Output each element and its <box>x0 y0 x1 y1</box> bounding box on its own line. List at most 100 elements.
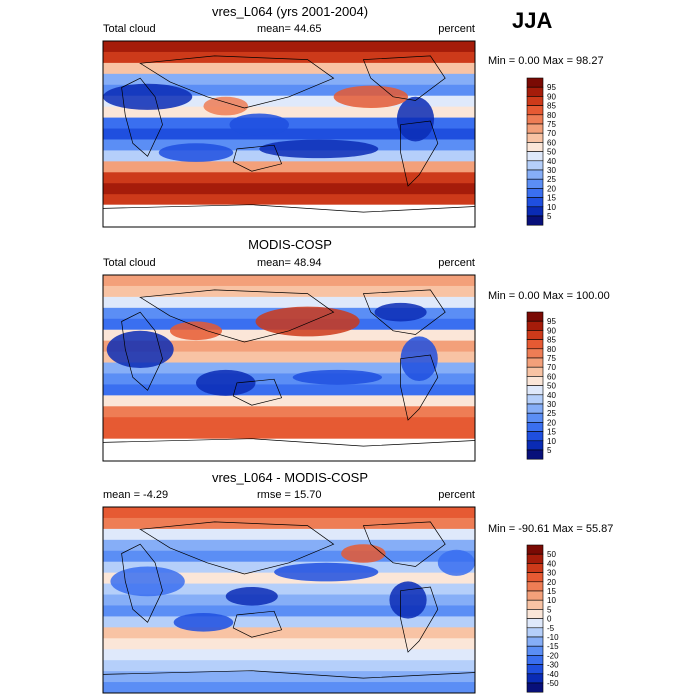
colorbar-tick-label: 20 <box>547 418 556 427</box>
coastline <box>121 77 163 157</box>
colorbar-tick-label: 25 <box>547 409 556 418</box>
map-band <box>103 417 475 429</box>
colorbar-swatch <box>526 431 544 442</box>
coastline <box>232 610 283 638</box>
map-region <box>158 143 234 162</box>
colorbar-tick-label: 15 <box>547 587 556 596</box>
map-band <box>103 41 475 53</box>
colorbar-tick-label: 95 <box>547 83 556 92</box>
season-label: JJA <box>512 8 553 33</box>
coastline <box>121 543 163 623</box>
coastline <box>139 521 335 575</box>
colorbar-swatch <box>526 553 544 564</box>
map-region <box>400 336 438 382</box>
coastline <box>232 378 283 406</box>
colorbar-swatch <box>526 664 544 675</box>
map-panel-3 <box>102 506 476 694</box>
colorbar-tick-label: 60 <box>547 372 556 381</box>
panel3-minmax-label: Min = -90.61 Max = 55.87 <box>488 523 614 535</box>
colorbar-tick-label: 80 <box>547 345 556 354</box>
colorbar-swatch <box>526 77 544 88</box>
map-region <box>374 302 427 322</box>
map-panel-2 <box>102 274 476 462</box>
map-panel-1 <box>102 40 476 228</box>
colorbar-swatch <box>526 590 544 601</box>
colorbar-swatch <box>526 599 544 610</box>
map-region <box>169 321 223 341</box>
map-region <box>255 306 360 337</box>
map-band <box>103 616 475 628</box>
colorbar-swatch <box>526 440 544 451</box>
map-band <box>103 51 475 64</box>
colorbar-swatch <box>526 572 544 583</box>
colorbar-swatch <box>526 96 544 106</box>
colorbar-tick-label: 30 <box>547 400 556 409</box>
colorbar-swatch <box>526 114 544 125</box>
map-region <box>225 586 278 606</box>
map-band <box>103 384 475 396</box>
map-frame <box>102 274 476 462</box>
colorbar-swatch <box>526 197 544 208</box>
colorbar-tick-label: 5 <box>547 212 552 221</box>
colorbar-tick-label: 50 <box>547 382 556 391</box>
colorbar-swatch <box>526 403 544 414</box>
panel3-left-label: mean = -4.29 <box>103 489 169 501</box>
coastline <box>400 354 439 421</box>
colorbar-tick-label: 50 <box>547 148 556 157</box>
coastline <box>362 521 446 567</box>
map-band <box>103 583 475 596</box>
antarctica-blank <box>103 204 475 227</box>
map-band <box>103 351 475 364</box>
colorbar-swatch <box>526 206 544 217</box>
coastline <box>400 586 439 653</box>
colorbar-swatch <box>526 366 544 377</box>
map-band <box>103 194 475 206</box>
map-band <box>103 117 475 130</box>
colorbar-swatch <box>526 385 544 396</box>
colorbar-tick-label: 85 <box>547 336 556 345</box>
colorbar-swatch <box>526 412 544 423</box>
map-region <box>341 544 386 563</box>
map-band <box>103 671 475 683</box>
colorbar-tick-label: 20 <box>547 578 556 587</box>
map-band <box>103 128 475 140</box>
panel1-minmax-label: Min = 0.00 Max = 98.27 <box>488 55 604 67</box>
colorbar-tick-label: 10 <box>547 596 556 605</box>
colorbar-tick-label: -5 <box>547 624 555 633</box>
coastline <box>103 438 475 447</box>
coastline <box>103 204 475 213</box>
map-region <box>292 369 382 385</box>
map-band <box>103 84 475 97</box>
colorbar-swatch <box>526 330 544 340</box>
colorbar-tick-label: 90 <box>547 326 556 335</box>
colorbar-tick-label: 70 <box>547 129 556 138</box>
map-band <box>103 275 475 287</box>
colorbar-tick-label: 40 <box>547 391 556 400</box>
colorbar-tick-label: 75 <box>547 120 556 129</box>
colorbar-swatch <box>526 618 544 629</box>
panel3-center-label: rmse = 15.70 <box>257 489 322 501</box>
map-band <box>103 373 475 385</box>
coastline <box>121 311 163 391</box>
colorbar-swatch <box>526 673 544 684</box>
panel3-title: vres_L064 - MODIS-COSP <box>211 470 369 485</box>
colorbar-swatch <box>526 581 544 592</box>
map-band <box>103 362 475 374</box>
colorbar-tick-label: 90 <box>547 92 556 101</box>
colorbar-tick-label: 30 <box>547 166 556 175</box>
colorbar-swatch <box>526 142 544 152</box>
map-band <box>103 539 475 552</box>
map-band <box>103 682 475 693</box>
colorbar-swatch <box>526 311 544 322</box>
coastline <box>362 55 446 101</box>
colorbar-swatch <box>526 215 544 226</box>
map-band <box>103 517 475 530</box>
colorbar-tick-label: 75 <box>547 354 556 363</box>
map-band <box>103 106 475 119</box>
map-band <box>103 627 475 639</box>
colorbar-tick-label: -10 <box>547 633 559 642</box>
colorbar-tick-label: 20 <box>547 184 556 193</box>
map-band <box>103 161 475 173</box>
